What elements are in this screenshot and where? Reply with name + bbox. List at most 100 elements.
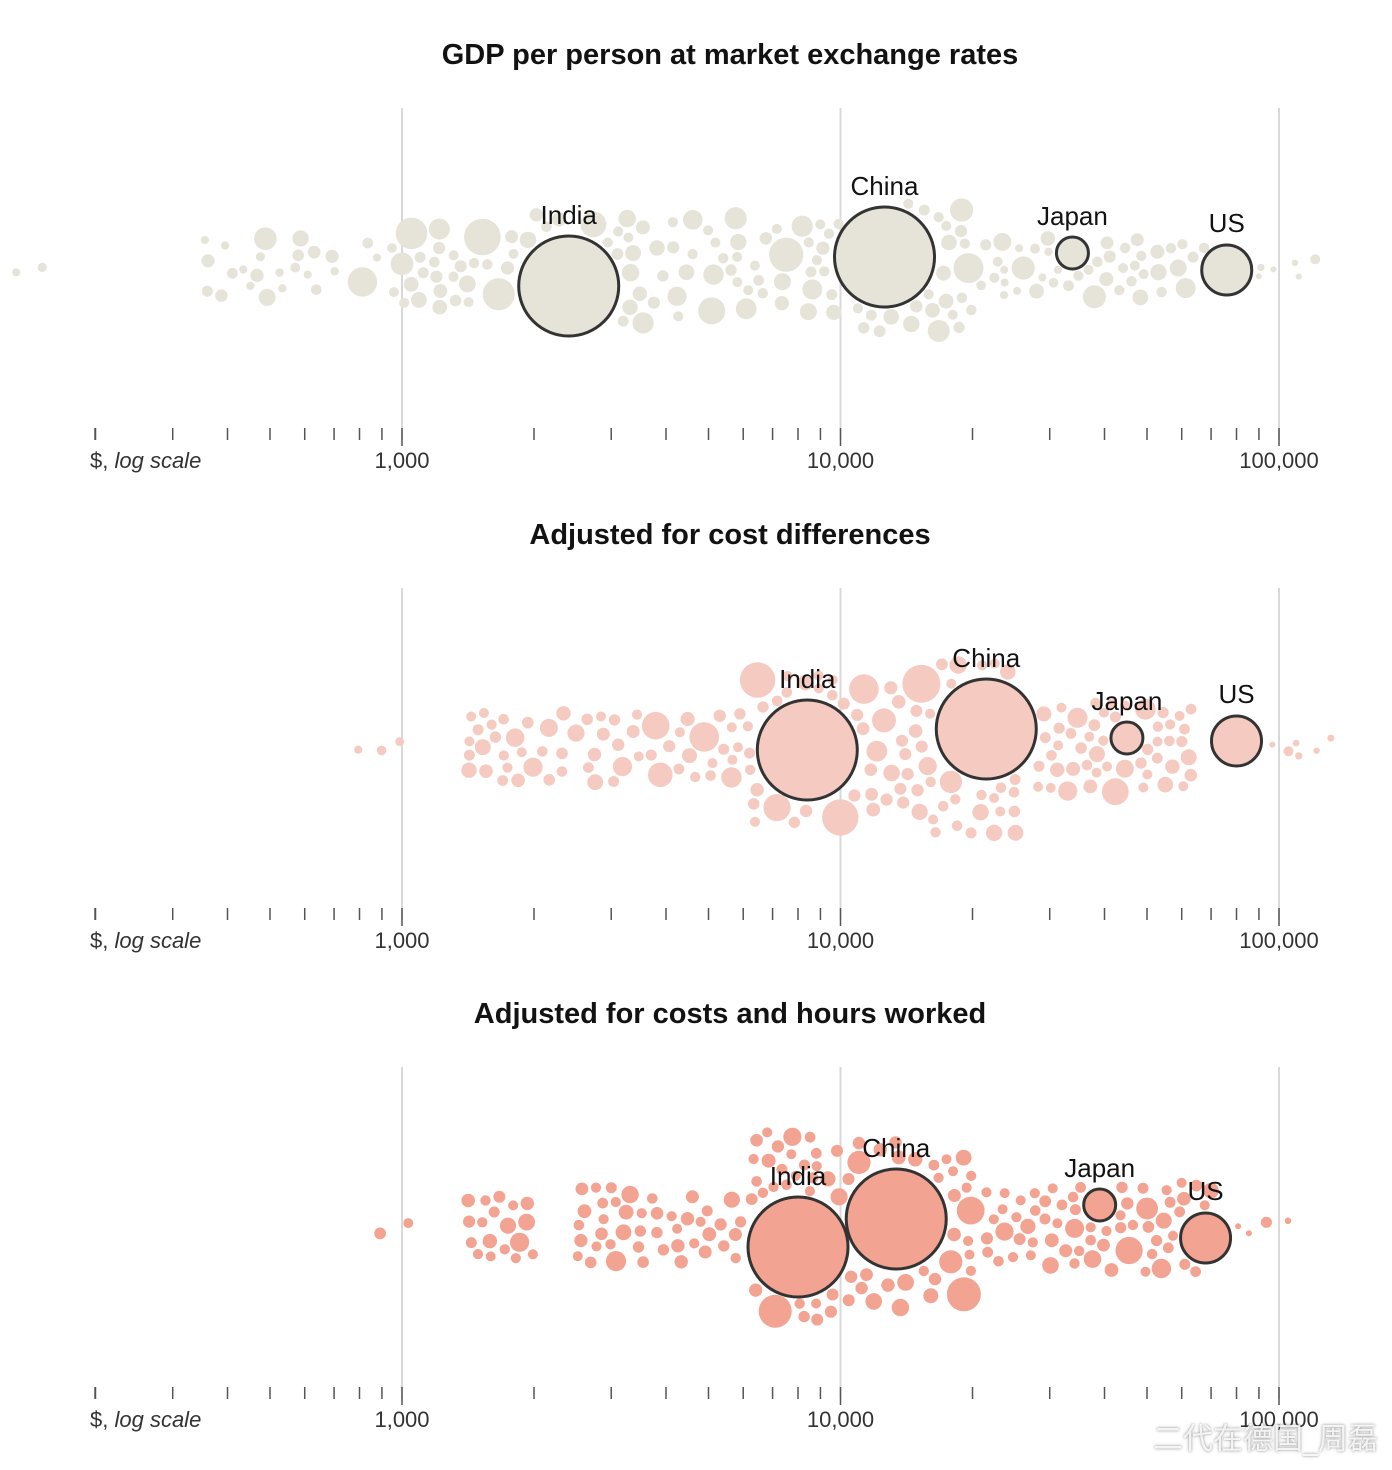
country-bubble [953, 321, 965, 333]
country-bubble [883, 764, 900, 782]
country-bubble [1027, 1237, 1038, 1248]
country-bubble [605, 1239, 616, 1250]
country-bubble [951, 820, 963, 832]
country-bubble [622, 299, 638, 315]
label-japan: Japan [1037, 201, 1108, 231]
country-bubble [621, 1185, 639, 1204]
country-bubble [897, 796, 910, 809]
country-bubble [728, 1228, 742, 1241]
country-bubble [949, 656, 967, 674]
country-bubble [1114, 285, 1125, 296]
country-bubble [621, 264, 640, 282]
country-bubble [816, 241, 830, 255]
country-bubble [1091, 767, 1102, 778]
label-china: China [862, 1133, 930, 1163]
country-bubble [618, 1204, 634, 1220]
bubble-us [1200, 243, 1254, 297]
country-bubble [608, 776, 620, 787]
country-bubble [992, 256, 1003, 267]
country-bubble [432, 299, 448, 315]
country-bubble [908, 724, 923, 738]
country-bubble [1164, 735, 1175, 747]
country-bubble [774, 296, 789, 311]
country-bubble [797, 675, 814, 691]
country-bubble [529, 208, 544, 222]
country-bubble [498, 713, 509, 725]
country-bubble [847, 1150, 871, 1174]
country-bubble [1020, 1218, 1036, 1234]
country-bubble [1088, 719, 1101, 731]
country-bubble [852, 303, 864, 314]
country-bubble [1067, 1191, 1079, 1203]
country-bubble [1157, 707, 1169, 719]
country-bubble [988, 1214, 999, 1225]
country-bubble [858, 322, 870, 334]
country-bubble [583, 762, 594, 773]
country-bubble [811, 255, 823, 266]
country-bubble [947, 309, 958, 320]
country-bubble [1075, 742, 1087, 754]
country-bubble [1007, 1252, 1019, 1263]
country-bubble [776, 1163, 788, 1175]
country-bubble [710, 237, 721, 248]
country-bubble [1177, 239, 1188, 250]
country-bubble [1048, 278, 1059, 288]
country-bubble [1052, 1218, 1063, 1229]
country-bubble [632, 286, 647, 301]
axis-unit-label: $, log scale [90, 1407, 201, 1432]
country-bubble [771, 1140, 785, 1153]
country-bubble [556, 706, 571, 721]
country-bubble [1085, 1234, 1096, 1246]
country-bubble [702, 1227, 717, 1242]
country-bubble [948, 1166, 958, 1177]
x-tick-label: 100,000 [1239, 448, 1319, 473]
country-bubble [486, 719, 497, 730]
country-bubble [1179, 1258, 1191, 1270]
country-bubble [612, 738, 625, 751]
country-bubble [781, 687, 793, 698]
country-bubble [993, 232, 1012, 251]
country-bubble [1291, 259, 1299, 266]
country-bubble [928, 1159, 940, 1171]
country-bubble [1142, 769, 1153, 780]
country-bubble [595, 1227, 608, 1241]
country-bubble [730, 233, 747, 251]
country-bubble [972, 804, 989, 821]
country-bubble [925, 776, 936, 788]
country-bubble [1115, 1210, 1126, 1221]
country-bubble [1119, 242, 1131, 254]
country-bubble [956, 1196, 985, 1225]
country-bubble [1029, 283, 1044, 299]
country-bubble [1119, 700, 1130, 711]
country-bubble [1058, 781, 1078, 801]
country-bubble [623, 232, 634, 243]
country-bubble [395, 737, 405, 746]
country-bubble [499, 1244, 510, 1255]
country-bubble [884, 681, 898, 695]
country-bubble [802, 279, 823, 300]
x-tick-label: 1,000 [374, 1407, 429, 1432]
country-bubble [1235, 1223, 1242, 1230]
country-bubble [941, 1154, 952, 1165]
x-tick-label: 100,000 [1239, 1407, 1319, 1432]
country-bubble [221, 241, 230, 250]
country-bubble [999, 1188, 1010, 1199]
country-bubble [842, 1294, 855, 1307]
country-bubble [1198, 242, 1210, 254]
chart-title: Adjusted for costs and hours worked [474, 998, 986, 1030]
country-bubble [965, 827, 977, 839]
country-bubble [551, 212, 567, 227]
country-bubble [897, 1274, 914, 1291]
country-bubble [587, 774, 604, 791]
country-bubble [896, 734, 908, 747]
country-bubble [1141, 743, 1154, 756]
bubble-us [1210, 714, 1264, 768]
country-bubble [454, 260, 467, 273]
country-bubble [1036, 706, 1052, 722]
country-bubble [915, 740, 928, 753]
country-bubble [1155, 1212, 1172, 1229]
country-bubble [1083, 264, 1094, 275]
country-bubble [641, 711, 670, 740]
country-bubble [881, 1278, 895, 1292]
country-bubble [718, 743, 730, 755]
